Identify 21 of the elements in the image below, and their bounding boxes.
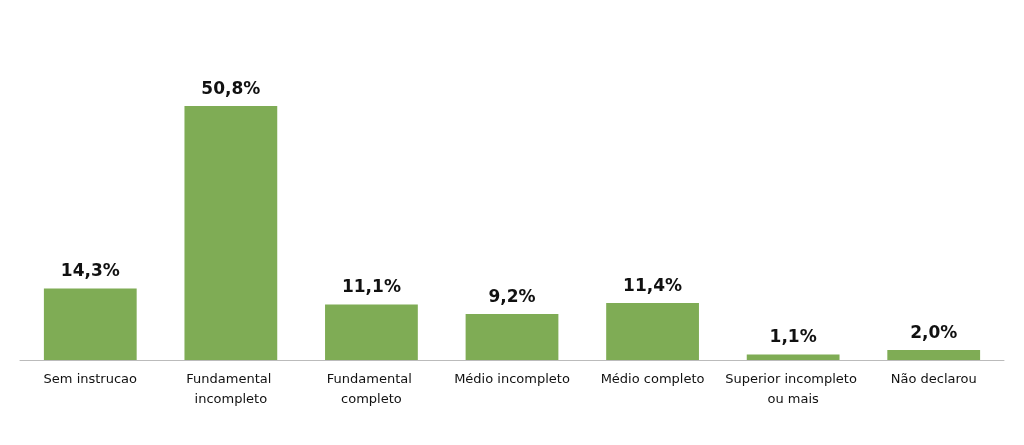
x-tick-label: Não declarou xyxy=(890,370,977,386)
bar xyxy=(746,354,840,360)
x-tick-label: Fundamental incompleto xyxy=(186,370,276,406)
x-tick-label: Fundamental completo xyxy=(326,370,417,406)
data-label: 11,4% xyxy=(623,274,683,295)
x-tick-label: Médio completo xyxy=(600,370,705,386)
data-label: 9,2% xyxy=(488,285,536,306)
bar xyxy=(606,303,699,360)
data-label: 1,1% xyxy=(769,326,817,346)
bar xyxy=(184,106,278,360)
data-label: 2,0% xyxy=(910,321,958,342)
bar xyxy=(465,314,559,360)
data-label: 11,1% xyxy=(341,276,401,296)
bar xyxy=(43,288,137,360)
bar xyxy=(325,304,418,360)
x-tick-label: Sem instrucao xyxy=(43,370,138,386)
data-label: 14,3% xyxy=(60,260,120,280)
x-tick-label: Superior incompleto ou mais xyxy=(725,370,862,406)
bar xyxy=(887,350,981,360)
data-label: 50,8% xyxy=(201,77,261,98)
x-tick-label: Médio incompleto xyxy=(454,370,570,386)
